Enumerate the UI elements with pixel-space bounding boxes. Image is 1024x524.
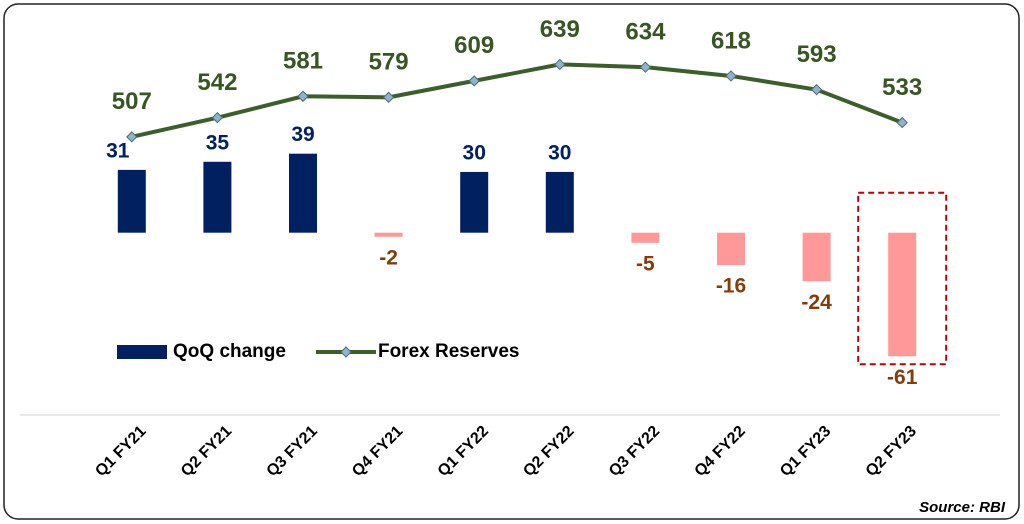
data-label: 581	[283, 48, 323, 75]
data-label: 593	[797, 41, 837, 68]
data-label: 507	[112, 88, 152, 115]
legend-marker	[340, 346, 352, 358]
data-label: 542	[197, 69, 237, 96]
bar	[203, 161, 232, 233]
line-marker	[639, 61, 652, 73]
line-marker	[725, 70, 737, 82]
line	[131, 62, 903, 139]
line-marker	[382, 91, 395, 104]
data-label: 31	[106, 139, 130, 162]
data-label: 634	[625, 19, 666, 46]
bar	[888, 232, 917, 357]
data-label: -61	[887, 366, 918, 389]
data-label: -16	[716, 275, 746, 298]
bar	[545, 171, 574, 233]
frame	[3, 3, 1020, 520]
line-marker	[211, 111, 224, 124]
bar	[802, 232, 831, 282]
highlight-box	[857, 191, 948, 366]
line-marker	[810, 83, 823, 96]
data-label: 639	[540, 16, 580, 43]
data-label: 39	[291, 123, 314, 146]
line-marker	[468, 75, 480, 87]
data-label: 30	[463, 141, 486, 164]
bar	[374, 232, 403, 237]
data-label: 30	[548, 141, 571, 164]
data-label: -24	[801, 291, 832, 314]
data-label: 618	[711, 27, 751, 54]
data-label: 579	[369, 49, 409, 76]
data-label: 609	[454, 32, 494, 59]
line-marker	[126, 131, 138, 143]
legend-label: QoQ change	[173, 341, 286, 362]
bar	[460, 171, 489, 233]
data-label: -2	[379, 246, 398, 269]
line-marker	[554, 58, 566, 71]
bar	[717, 232, 745, 266]
bar	[289, 153, 317, 233]
bar	[631, 232, 660, 243]
data-label: -5	[636, 252, 655, 275]
legend-swatch	[117, 345, 167, 359]
data-label: 533	[882, 74, 922, 101]
line-marker	[896, 116, 908, 129]
legend-label: Forex Reserves	[378, 341, 520, 362]
line-marker	[297, 90, 309, 102]
bar	[117, 169, 146, 233]
source: Source: RBI	[919, 499, 1006, 516]
data-label: 35	[206, 131, 230, 154]
